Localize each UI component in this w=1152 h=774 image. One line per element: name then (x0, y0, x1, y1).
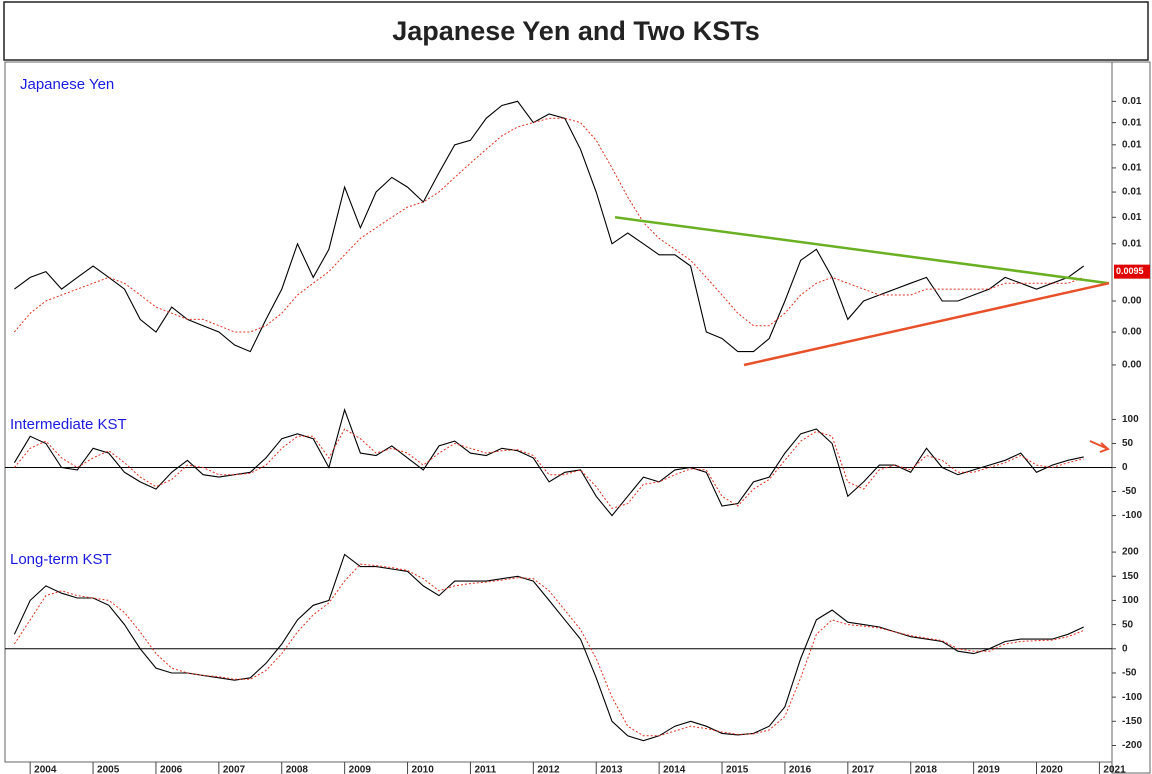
x-tick-label: 2016 (789, 765, 812, 774)
x-tick-label: 2020 (1041, 765, 1064, 774)
x-tick-label: 2011 (474, 765, 496, 774)
panel-title: Long-term KST (10, 551, 112, 568)
x-tick-label: 2008 (286, 765, 309, 774)
series-line (13, 407, 1084, 517)
trendline (614, 216, 1110, 285)
y-tick-label: 0.01 (1122, 117, 1142, 128)
y-tick-label: 0.01 (1122, 163, 1142, 174)
last-value-box (1114, 264, 1150, 279)
x-tick-label: 2017 (852, 765, 875, 774)
x-tick-label: 2006 (160, 765, 183, 774)
y-tick-label: -100 (1122, 692, 1142, 703)
y-tick-label: 50 (1122, 438, 1134, 449)
y-tick-label: 150 (1122, 571, 1139, 582)
panel-title: Intermediate KST (10, 416, 127, 433)
y-tick-label: 100 (1122, 595, 1139, 606)
y-tick-label: -200 (1122, 740, 1142, 751)
chart-title: Japanese Yen and Two KSTs (392, 16, 760, 46)
x-tick-label: 2019 (978, 765, 1001, 774)
title-box (3, 1, 1149, 61)
trendline (743, 281, 1110, 367)
x-tick-label: 2021 (1103, 765, 1126, 774)
y-tick-label: 0 (1122, 643, 1128, 654)
y-tick-label: 200 (1122, 547, 1139, 558)
panel-title: Japanese Yen (20, 76, 114, 93)
series-line (13, 553, 1084, 742)
x-tick-label: 2012 (537, 765, 560, 774)
series-line (13, 563, 1084, 737)
y-tick-label: -150 (1122, 716, 1142, 727)
axis-frame (1111, 61, 1151, 774)
y-tick-label: 0.01 (1122, 238, 1142, 249)
x-tick-label: 2004 (34, 765, 57, 774)
x-tick-label: 2009 (349, 765, 372, 774)
last-value-label: 0.0095 (1116, 266, 1144, 276)
y-tick-label: -100 (1122, 510, 1142, 521)
x-tick-label: 2007 (223, 765, 246, 774)
y-tick-label: 100 (1122, 414, 1139, 425)
x-tick-label: 2018 (915, 765, 938, 774)
x-tick-label: 2014 (663, 765, 686, 774)
x-tick-label: 2015 (726, 765, 749, 774)
x-tick-label: 2010 (412, 765, 435, 774)
y-tick-label: -50 (1122, 668, 1137, 679)
plot-frame (4, 61, 1113, 763)
y-tick-label: 0.01 (1122, 187, 1142, 198)
x-tick-label: 2013 (600, 765, 623, 774)
x-tick-label: 2005 (97, 765, 120, 774)
y-tick-label: 50 (1122, 619, 1134, 630)
y-tick-label: 0.00 (1122, 327, 1142, 338)
y-tick-label: -50 (1122, 486, 1137, 497)
series-line (14, 428, 1084, 509)
y-tick-label: 0.01 (1122, 96, 1142, 107)
arrow (1089, 440, 1110, 453)
y-tick-label: 0.00 (1122, 360, 1142, 371)
y-tick-label: 0.00 (1122, 296, 1142, 307)
y-tick-label: 0.01 (1122, 212, 1142, 223)
series-line (14, 100, 1085, 353)
y-tick-label: 0 (1122, 462, 1128, 473)
series-line (14, 117, 1084, 333)
y-tick-label: 0.01 (1122, 139, 1142, 150)
